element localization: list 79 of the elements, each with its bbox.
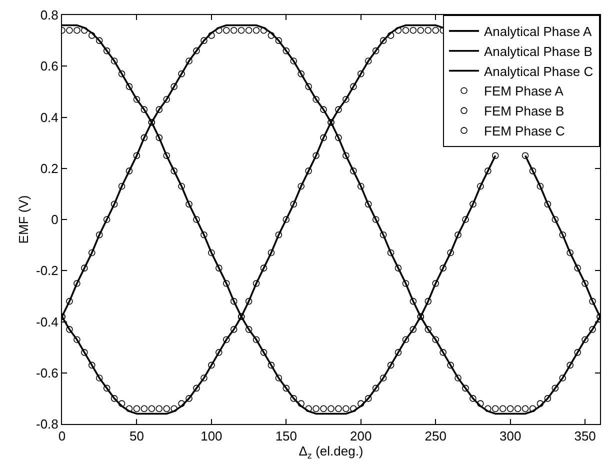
point — [118, 70, 126, 78]
point — [268, 362, 275, 369]
point — [230, 298, 238, 305]
point — [222, 280, 230, 287]
point — [447, 249, 454, 256]
point — [200, 231, 208, 238]
point — [470, 200, 476, 208]
y-tick-label: -0.4 — [36, 314, 58, 330]
point — [74, 26, 80, 34]
point — [110, 58, 118, 64]
legend-label: Analytical Phase A — [484, 24, 592, 40]
point — [133, 96, 140, 103]
point — [156, 134, 163, 142]
point — [305, 405, 312, 412]
point — [335, 405, 342, 412]
y-tick-label: -0.2 — [36, 263, 58, 278]
point — [163, 152, 170, 159]
legend-label: FEM Phase B — [484, 104, 564, 119]
point — [282, 384, 290, 392]
point — [492, 152, 499, 159]
point — [320, 405, 327, 412]
point — [193, 216, 200, 223]
point — [424, 298, 432, 305]
legend-label: Analytical Phase C — [484, 64, 594, 79]
y-tick-label: 0.4 — [40, 110, 58, 125]
legend-label: Analytical Phase B — [484, 44, 592, 59]
point — [178, 182, 185, 190]
point — [477, 182, 484, 190]
legend-label: FEM Phase C — [484, 124, 565, 139]
point — [298, 400, 305, 407]
point — [364, 395, 372, 402]
point — [216, 264, 222, 272]
point — [290, 395, 298, 402]
point — [88, 32, 96, 39]
point — [328, 405, 334, 412]
point — [81, 26, 88, 34]
point — [350, 405, 357, 412]
point — [410, 326, 417, 333]
point — [275, 374, 282, 382]
point — [484, 168, 492, 174]
point — [103, 47, 110, 54]
point — [260, 349, 268, 356]
point — [208, 249, 215, 256]
x-tick-label: 250 — [424, 428, 446, 444]
y-tick-label: 0.6 — [40, 58, 58, 74]
point — [96, 37, 103, 44]
y-tick-label: 0.2 — [40, 160, 58, 176]
y-tick-label: -0.8 — [36, 416, 58, 432]
point — [402, 336, 410, 344]
point — [380, 374, 387, 382]
x-tick-label: 300 — [499, 428, 522, 444]
point — [66, 26, 73, 34]
point — [245, 326, 252, 333]
x-tick-label: 200 — [350, 428, 372, 444]
point — [342, 405, 350, 412]
point — [252, 336, 260, 344]
y-tick-label: 0.8 — [40, 8, 58, 23]
point — [186, 200, 192, 208]
y-tick-label: -0.6 — [36, 365, 58, 380]
point — [372, 384, 380, 392]
x-tick-label: 150 — [275, 428, 298, 444]
point — [387, 362, 394, 369]
point — [432, 280, 440, 287]
x-tick-label: 100 — [200, 428, 222, 444]
x-tick-label: 50 — [129, 428, 144, 444]
point — [394, 349, 402, 356]
point — [462, 216, 469, 223]
x-axis-title: Δ$_{z}$ (el.deg.) — [298, 444, 364, 460]
point — [440, 264, 446, 272]
point — [140, 106, 148, 113]
point — [126, 83, 133, 90]
y-axis-title: EMF (V) — [16, 195, 31, 244]
point — [357, 400, 364, 407]
point — [312, 405, 320, 412]
x-tick-label: 350 — [574, 428, 596, 444]
point — [170, 168, 178, 174]
legend-label: FEM Phase A — [484, 84, 564, 99]
y-tick-label: 0 — [51, 212, 58, 228]
point — [454, 231, 462, 238]
